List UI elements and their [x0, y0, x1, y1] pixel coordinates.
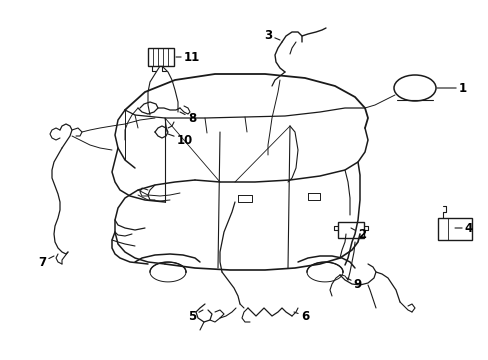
Text: 8: 8 [180, 112, 196, 125]
Text: 4: 4 [454, 221, 472, 234]
Text: 3: 3 [264, 28, 280, 41]
Bar [148, 48, 174, 66]
Text: 2: 2 [350, 228, 366, 240]
Text: 9: 9 [346, 278, 362, 291]
Bar [337, 222, 363, 238]
Bar [437, 218, 471, 240]
Text: 10: 10 [168, 134, 193, 147]
Text: 11: 11 [176, 50, 200, 63]
Text: 1: 1 [436, 81, 466, 95]
Text: 5: 5 [187, 310, 203, 323]
Text: 6: 6 [293, 310, 308, 323]
Text: 7: 7 [38, 256, 54, 269]
